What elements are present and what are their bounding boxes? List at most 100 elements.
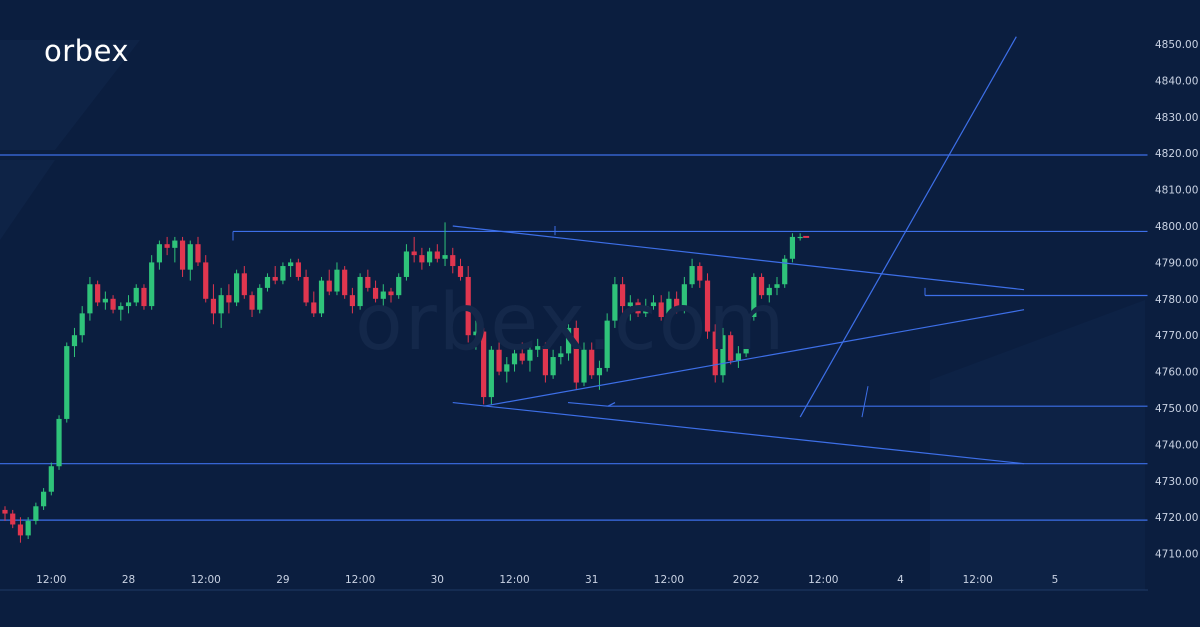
- candle: [689, 258, 695, 288]
- trendlines: [452, 36, 1025, 465]
- candle: [419, 247, 425, 270]
- y-tick-label: 4790.00: [1155, 257, 1198, 269]
- candle-body: [195, 244, 201, 263]
- candle: [79, 306, 85, 343]
- candle: [658, 295, 664, 321]
- candle: [457, 258, 464, 281]
- candle-body: [48, 466, 54, 492]
- candle-body: [573, 327, 579, 383]
- x-tick-label: 12:00: [499, 574, 529, 586]
- y-tick-label: 4730.00: [1155, 476, 1198, 488]
- candle-body: [133, 287, 139, 303]
- y-tick-label: 4780.00: [1155, 294, 1198, 306]
- candle-body: [419, 255, 425, 263]
- candle: [535, 338, 541, 358]
- candle: [218, 287, 224, 328]
- candle-body: [527, 349, 533, 361]
- candle: [751, 273, 757, 321]
- candle-body: [2, 509, 8, 514]
- candle: [589, 342, 595, 379]
- candle-body: [535, 346, 541, 350]
- candle-body: [604, 320, 610, 368]
- y-tick-label: 4840.00: [1155, 75, 1198, 87]
- candle: [573, 320, 579, 390]
- candle-body: [257, 287, 263, 310]
- candle-body: [681, 284, 687, 310]
- candle-body: [33, 506, 39, 521]
- candle-body: [720, 335, 726, 376]
- candle-body: [203, 262, 209, 299]
- candle-body: [450, 255, 456, 267]
- candle-body: [264, 276, 271, 288]
- candle: [681, 276, 687, 314]
- candle-body: [156, 244, 162, 263]
- candle-body: [110, 298, 116, 310]
- candle: [288, 258, 294, 277]
- candle: [203, 255, 209, 303]
- candle-body: [141, 287, 147, 307]
- x-tick-label: 30: [431, 574, 444, 586]
- candle-body: [728, 335, 734, 361]
- candle: [550, 349, 556, 379]
- candle-body: [743, 317, 749, 354]
- candle-body: [396, 276, 402, 296]
- candle: [758, 273, 765, 299]
- candle: [797, 233, 803, 241]
- candle: [720, 327, 726, 383]
- candle-body: [56, 418, 62, 467]
- candle-body: [25, 520, 31, 536]
- candle: [627, 295, 633, 321]
- x-tick-label: 12:00: [963, 574, 993, 586]
- candle-body: [79, 313, 85, 336]
- candle-body: [612, 284, 618, 321]
- candle-body: [280, 266, 286, 281]
- candle-body: [581, 349, 587, 383]
- candle: [210, 284, 217, 325]
- candle-body: [318, 280, 325, 314]
- candle-body: [164, 244, 170, 248]
- candle-body: [511, 353, 518, 365]
- candle: [728, 331, 734, 365]
- candle: [141, 284, 147, 310]
- x-tick-label: 4: [897, 574, 904, 586]
- candle-body: [473, 331, 479, 336]
- candle: [110, 295, 116, 314]
- candle: [272, 266, 278, 285]
- candle-body: [179, 240, 186, 270]
- candle-body: [172, 240, 178, 248]
- candle: [735, 346, 741, 368]
- candle: [581, 342, 587, 387]
- candle: [365, 269, 371, 292]
- candle-body: [643, 306, 649, 314]
- candle: [666, 291, 672, 325]
- candle-body: [149, 262, 155, 307]
- candle-body: [774, 284, 780, 288]
- candle: [295, 258, 301, 281]
- candle: [187, 240, 193, 281]
- candle: [133, 284, 139, 307]
- candle-body: [697, 266, 703, 281]
- candle: [604, 313, 610, 372]
- candle: [712, 324, 718, 383]
- candle: [488, 346, 494, 405]
- candle: [635, 298, 641, 317]
- candle: [504, 357, 510, 383]
- candle-body: [558, 353, 564, 358]
- candle: [450, 247, 456, 274]
- candle-body: [589, 349, 595, 376]
- candle: [620, 276, 626, 314]
- trendline-joint: [607, 402, 616, 407]
- candle-body: [102, 298, 108, 303]
- candle: [179, 236, 186, 277]
- candle-body: [95, 284, 101, 303]
- candle-body: [758, 276, 765, 296]
- candle-body: [334, 269, 340, 292]
- candle: [25, 517, 31, 540]
- candle: [102, 291, 108, 310]
- candle: [388, 287, 394, 303]
- candle-body: [342, 269, 348, 296]
- candle-body: [118, 306, 124, 310]
- candle: [558, 346, 564, 365]
- candle-body: [457, 266, 464, 277]
